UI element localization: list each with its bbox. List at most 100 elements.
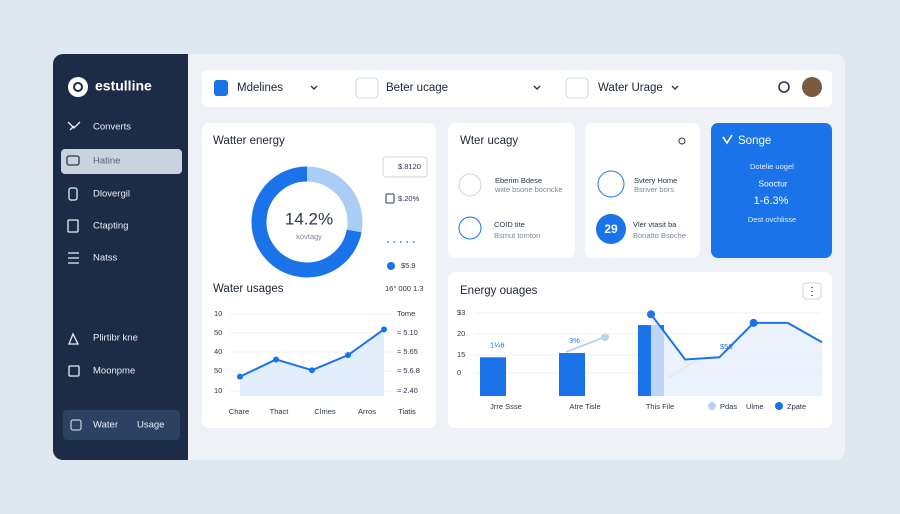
menu-item[interactable]: Converts [93,122,131,133]
dropdown[interactable]: Beter ucage [386,82,448,94]
legend-item: Zpate [787,402,806,411]
menu-item[interactable]: Natss [93,253,118,264]
area [240,329,384,396]
total: 16° 000 1.3 [385,284,423,293]
menu-item[interactable]: Ctapting [93,221,128,232]
card-title: Energy ouages [460,285,538,297]
right-label: ≈ 5.6.8 [397,366,420,375]
donut-value: 14.2% [285,209,333,228]
avatar[interactable] [802,77,822,97]
item-icon [458,173,482,197]
card [711,123,832,258]
point [647,310,655,319]
card-icon [722,134,733,145]
dropdown-icon [214,80,228,96]
bar-label: 3% [569,336,580,345]
menu-active[interactable] [61,149,182,174]
item-subtitle: Bsmut tomton [494,231,540,240]
y-label: 50 [214,366,222,375]
right-label: ≈ 5.65 [397,347,418,356]
x-label: Tiatis [398,407,416,416]
card-value: 1-6.3% [754,195,789,207]
point [749,318,758,327]
menu-item[interactable]: Hatine [93,156,120,167]
chevrons [310,85,679,90]
card-title: Water usages [213,283,284,295]
line-label: $50 [720,342,733,351]
legend-item: Pdas [720,402,737,411]
x-label: Chare [229,407,249,416]
x-label: Clmes [314,407,336,416]
brand: estulline [95,78,152,94]
dropdown[interactable]: Water Urage [598,82,663,94]
y-label: 0 [457,368,461,377]
x-label: Jrre Ssse [490,402,522,411]
badge [596,214,626,244]
card-line: Sooctur [758,178,787,188]
logo-mark [73,82,83,92]
sidebar-button[interactable] [63,410,180,440]
card-title: Wter ucagy [460,135,518,147]
y-label: $3 [457,308,465,317]
y-label: 50 [214,328,222,337]
logo [68,77,88,97]
donut-segment [306,166,363,233]
area [651,314,822,396]
legend-item: $.20% [398,194,420,203]
item-title: COID tite [494,220,525,229]
card-line: Dest ovchlisse [748,215,796,224]
button-label: Water [93,420,118,431]
status-dot [678,137,686,145]
combo-chart: $3 20 15 0 Jrre Ssse Atre Tisle This File 1¼6 3%… [457,308,823,411]
dropdown-icon [355,77,379,99]
y-label: 40 [214,347,222,356]
x-label: Atre Tisle [569,402,600,411]
legend-item: Ulme [746,402,764,411]
button-icon [70,419,82,431]
line-chart: 10 Tome 50 ≈ 5.10 40 ≈ 5.65 50 ≈ 5.6.8 10 ≈ 2.40 C… [214,309,420,416]
item-title: Svtery Home [634,176,677,185]
legend-item: $.8120 [398,162,421,171]
x-label: Thact [270,407,290,416]
donut-label: kovtagy [296,232,322,241]
dropdown[interactable]: Mdelines [237,82,283,94]
item-title: Vler vtasit ba [633,220,677,229]
menu-item[interactable]: Moonpme [93,366,135,377]
menu-item[interactable]: Dlovergil [93,189,130,200]
card-line: Dotelie uogel [750,162,794,171]
bar [559,353,585,396]
topbar [202,70,832,107]
x-label: Arros [358,407,376,416]
bar [480,357,506,396]
line [650,313,823,361]
point [273,356,279,363]
point [237,373,243,380]
legend-dot [708,402,716,410]
location-icon[interactable] [778,81,790,93]
menu-item[interactable]: Plirtibr kne [93,333,138,344]
menu-button[interactable] [802,282,822,300]
y-label: 15 [457,350,465,359]
item-subtitle: Bsriver bors [634,185,674,194]
item-icon [597,170,625,198]
legend-item: $5.9 [401,261,416,270]
item-icon [458,216,482,240]
menu-icons [66,121,81,377]
point [381,326,387,333]
legend-dot [775,402,783,410]
secondary-point [601,333,609,341]
card [448,123,575,258]
dropdown-icon [565,77,589,99]
point [309,367,315,374]
y-label: 10 [214,309,222,318]
item-title: Eberim Bdese [495,176,542,185]
point [345,352,351,359]
donut-segment [251,166,362,278]
y-label: 20 [457,329,465,338]
right-label: Tome [397,309,415,318]
badge-value: 29 [604,222,618,236]
button-label: Usage [137,420,164,431]
legend-box [382,156,428,178]
right-label: ≈ 2.40 [397,386,418,395]
